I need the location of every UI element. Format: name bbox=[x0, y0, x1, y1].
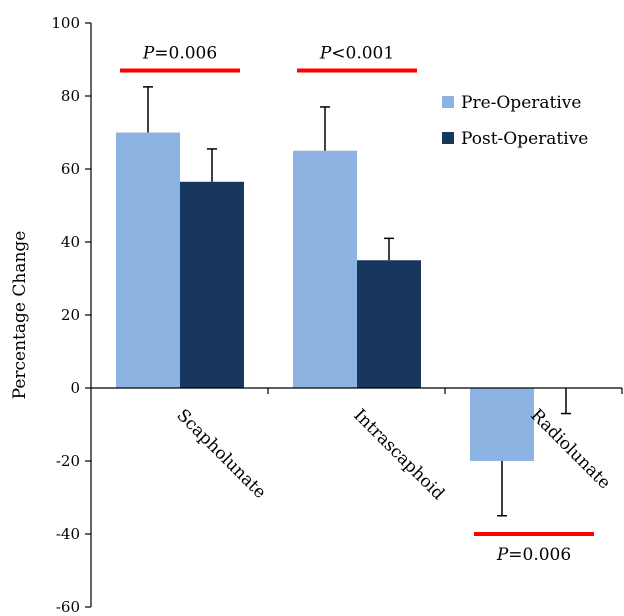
bar-post-operative-scapholunate bbox=[180, 181, 244, 388]
legend-label-pre-operative: Pre-Operative bbox=[461, 93, 581, 113]
p-symbol: P bbox=[142, 43, 155, 63]
p-symbol: P bbox=[319, 43, 332, 63]
bar-post-operative-intrascaphoid bbox=[357, 260, 421, 388]
legend-label-post-operative: Post-Operative bbox=[461, 129, 588, 149]
significance-label: P=0.006 bbox=[142, 43, 217, 63]
y-tick-label: -20 bbox=[56, 452, 80, 470]
p-value: <0.001 bbox=[331, 43, 394, 63]
legend-swatch-post-operative bbox=[442, 132, 454, 144]
y-tick-label: 0 bbox=[70, 379, 80, 397]
y-tick-label: 100 bbox=[51, 14, 80, 32]
category-label-radiolunate: Radiolunate bbox=[526, 405, 614, 493]
category-label-scapholunate: Scapholunate bbox=[172, 405, 269, 502]
y-tick-label: 80 bbox=[61, 87, 80, 105]
y-tick-label: -40 bbox=[56, 525, 80, 543]
bar-pre-operative-intrascaphoid bbox=[293, 150, 357, 388]
y-tick-label: 60 bbox=[61, 160, 80, 178]
y-tick-label: 20 bbox=[61, 306, 80, 324]
bar-pre-operative-radiolunate bbox=[470, 388, 534, 461]
chart-marks: -60 -40 -20 0 20 40 60 80 100 Percentage Change Sc… bbox=[10, 14, 623, 616]
y-tick-label: -60 bbox=[56, 598, 80, 616]
significance-label: P<0.001 bbox=[319, 43, 394, 63]
significance-label: P=0.006 bbox=[496, 545, 571, 565]
p-value: =0.006 bbox=[154, 43, 217, 63]
legend-swatch-pre-operative bbox=[442, 96, 454, 108]
p-symbol: P bbox=[496, 545, 509, 565]
y-axis-title: Percentage Change bbox=[10, 231, 30, 400]
p-value: =0.006 bbox=[508, 545, 571, 565]
y-tick-label: 40 bbox=[61, 233, 80, 251]
category-label-intrascaphoid: Intrascaphoid bbox=[349, 405, 448, 504]
bar-pre-operative-scapholunate bbox=[116, 132, 180, 388]
